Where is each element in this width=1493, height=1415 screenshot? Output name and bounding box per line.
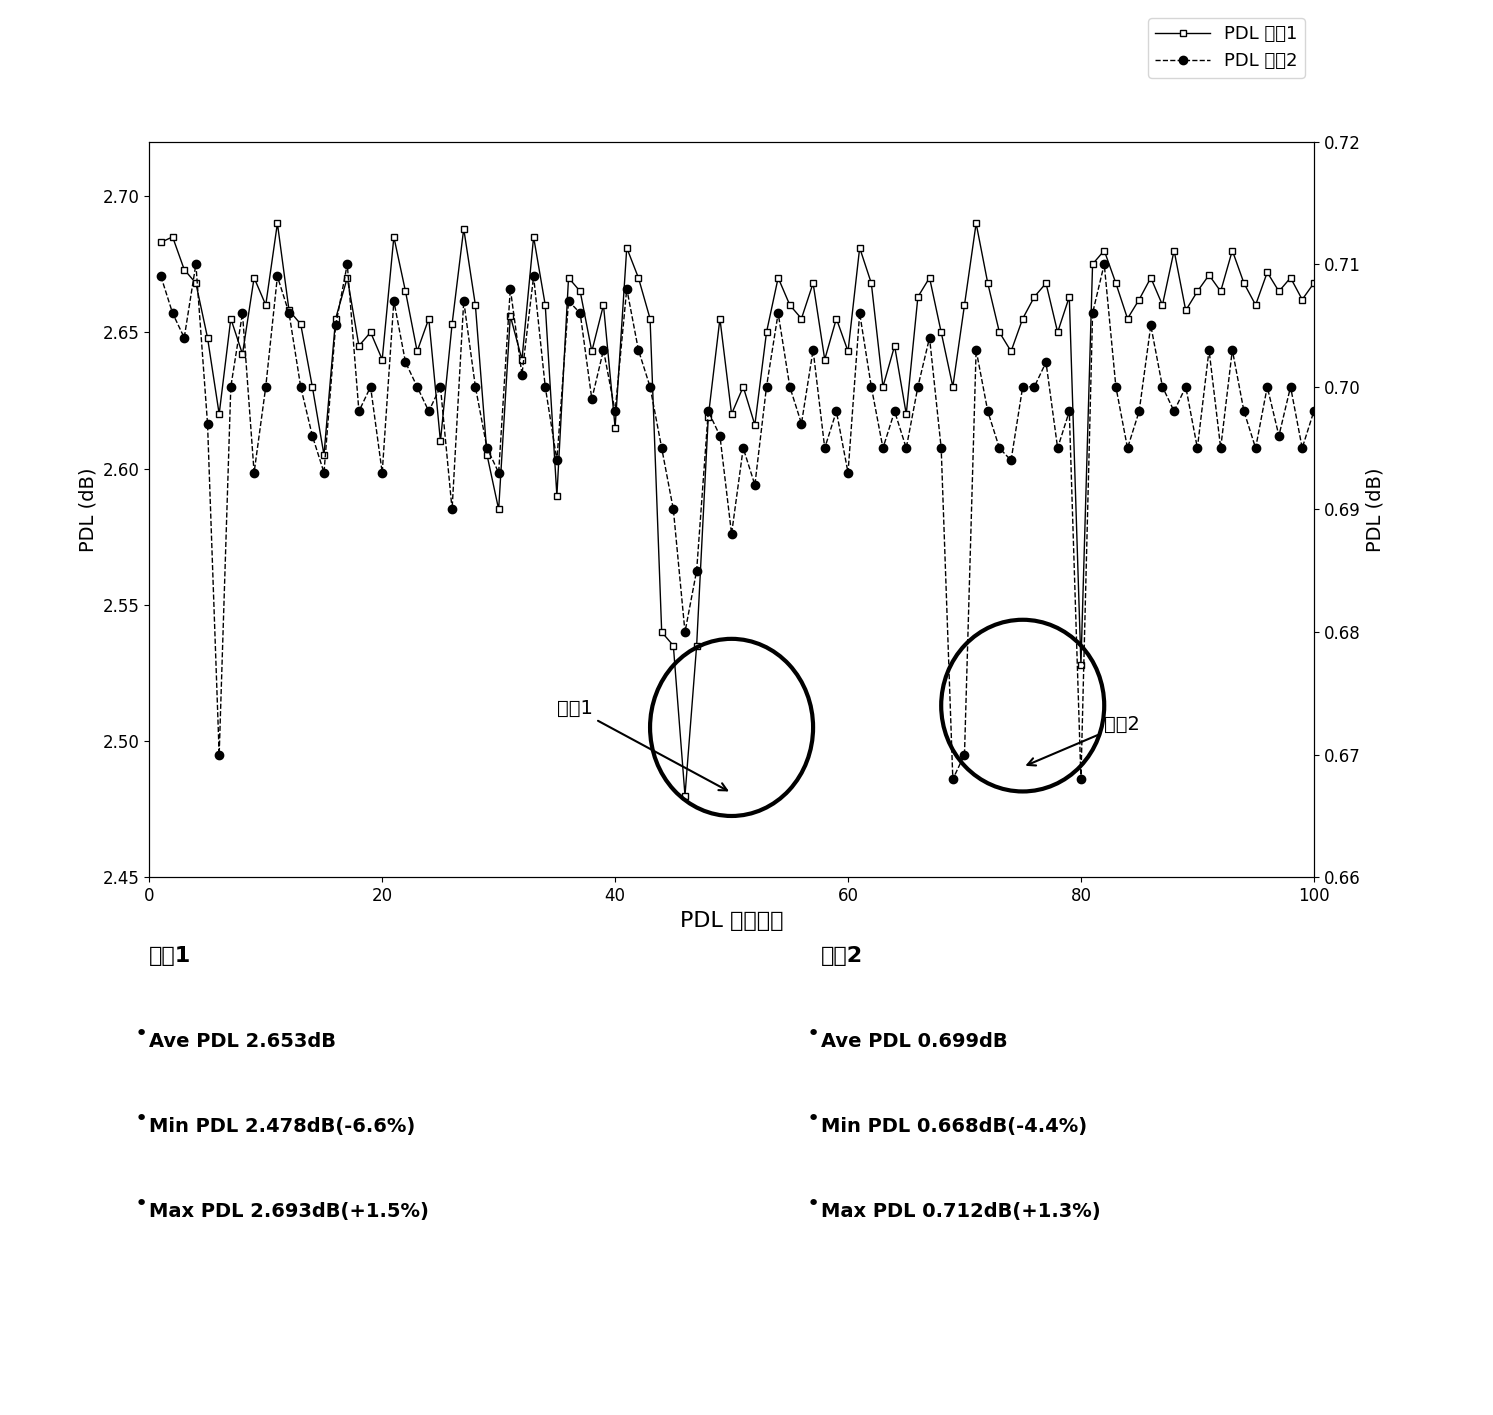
PDL 样哆2	[1271, 427, 1288, 444]
PDL 样哆2	[187, 256, 205, 273]
PDL 样哆2	[385, 293, 403, 310]
Text: Ave PDL 2.653dB: Ave PDL 2.653dB	[149, 1032, 336, 1051]
PDL 样哆1	[769, 269, 787, 286]
Line: PDL 样哆1: PDL 样哆1	[157, 219, 1317, 799]
Text: 样哆1: 样哆1	[149, 947, 191, 966]
X-axis label: PDL 测量次数: PDL 测量次数	[679, 911, 784, 931]
PDL 样哆1	[385, 228, 403, 245]
PDL 样哆2	[152, 267, 170, 284]
PDL 样哆1	[431, 433, 449, 450]
PDL 样哆1	[269, 215, 287, 232]
PDL 样哆1	[1271, 283, 1288, 300]
PDL 样哆1	[676, 787, 694, 804]
Text: 样哆1: 样哆1	[557, 699, 727, 791]
PDL 样哆2	[431, 378, 449, 395]
Text: •: •	[134, 1024, 148, 1044]
Text: Min PDL 2.478dB(-6.6%): Min PDL 2.478dB(-6.6%)	[149, 1116, 415, 1136]
Text: •: •	[134, 1109, 148, 1129]
PDL 样哆1	[152, 233, 170, 250]
PDL 样哆2	[1235, 403, 1253, 420]
PDL 样哆1	[863, 275, 881, 291]
Text: Max PDL 0.712dB(+1.3%): Max PDL 0.712dB(+1.3%)	[821, 1201, 1100, 1221]
Line: PDL 样哆2: PDL 样哆2	[157, 260, 1318, 784]
Text: Min PDL 0.668dB(-4.4%): Min PDL 0.668dB(-4.4%)	[821, 1116, 1087, 1136]
PDL 样哆2	[1305, 403, 1323, 420]
Text: •: •	[806, 1024, 820, 1044]
PDL 样哆1	[1305, 275, 1323, 291]
Text: •: •	[134, 1194, 148, 1214]
Legend: PDL 样哆1, PDL 样哆2: PDL 样哆1, PDL 样哆2	[1148, 18, 1305, 78]
Y-axis label: PDL (dB): PDL (dB)	[78, 467, 97, 552]
Y-axis label: PDL (dB): PDL (dB)	[1366, 467, 1386, 552]
PDL 样哆2	[757, 378, 775, 395]
Text: •: •	[806, 1109, 820, 1129]
PDL 样哆2	[944, 771, 961, 788]
Text: 样哆2: 样哆2	[1027, 715, 1141, 766]
PDL 样哆2	[851, 304, 869, 321]
Text: 样哆2: 样哆2	[821, 947, 863, 966]
PDL 样哆1	[1235, 275, 1253, 291]
Text: Ave PDL 0.699dB: Ave PDL 0.699dB	[821, 1032, 1008, 1051]
Text: •: •	[806, 1194, 820, 1214]
Text: Max PDL 2.693dB(+1.5%): Max PDL 2.693dB(+1.5%)	[149, 1201, 428, 1221]
